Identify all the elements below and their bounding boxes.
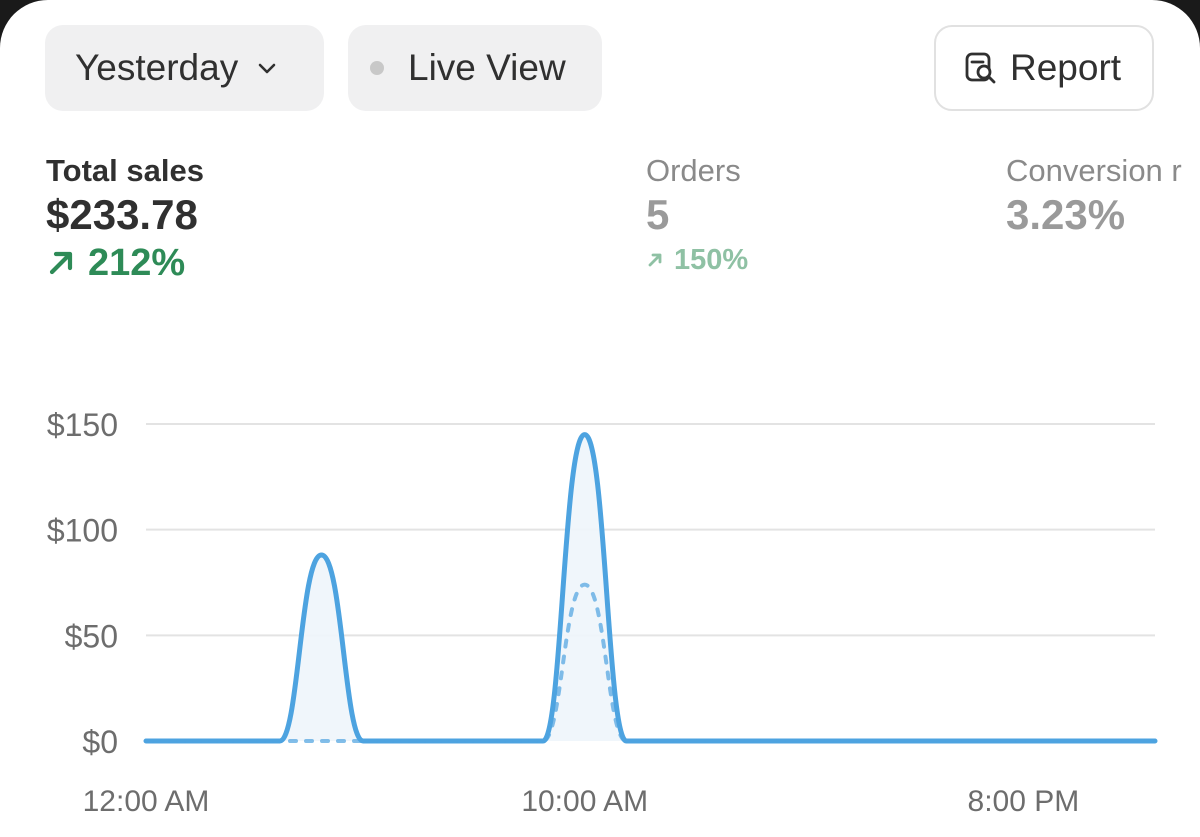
metric-value: 5 [646, 191, 670, 238]
arrow-up-right-icon [49, 251, 73, 275]
series-area [146, 434, 1155, 741]
live-view-label: Live View [408, 47, 566, 88]
report-search-icon [964, 51, 998, 85]
y-tick-label: $100 [47, 513, 118, 549]
y-tick-label: $50 [65, 618, 118, 654]
arrow-up-right-icon [648, 253, 662, 267]
x-tick-label: 10:00 AM [521, 785, 648, 818]
report-label: Report [1010, 47, 1122, 88]
y-tick-label: $150 [47, 407, 118, 443]
metric-change-value: 150% [674, 243, 749, 276]
metric-change-value: 212% [88, 241, 186, 284]
metric-orders[interactable]: Orders 5 150% [646, 152, 748, 280]
x-tick-label: 12:00 AM [83, 785, 210, 818]
metric-value: 3.23% [1006, 191, 1126, 238]
report-button[interactable]: Report [934, 25, 1154, 111]
metric-total-sales[interactable]: Total sales $233.78 212% [46, 152, 204, 286]
chevron-down-icon [256, 57, 278, 79]
metric-change: 212% [46, 240, 204, 286]
metric-label: Total sales [46, 153, 204, 188]
comparison-series-line [144, 582, 1157, 743]
metric-conversion-rate[interactable]: Conversion r 3.23% [1006, 152, 1182, 240]
x-tick-label: 8:00 PM [968, 785, 1080, 818]
live-dot-icon [370, 61, 384, 75]
y-tick-label: $0 [82, 724, 118, 760]
metric-label: Conversion r [1006, 153, 1182, 188]
date-range-dropdown[interactable]: Yesterday [45, 25, 324, 111]
metric-value: $233.78 [46, 191, 198, 238]
metric-change: 150% [646, 240, 748, 280]
live-view-button[interactable]: Live View [348, 25, 602, 111]
metric-label: Orders [646, 153, 741, 188]
date-range-label: Yesterday [75, 47, 239, 88]
